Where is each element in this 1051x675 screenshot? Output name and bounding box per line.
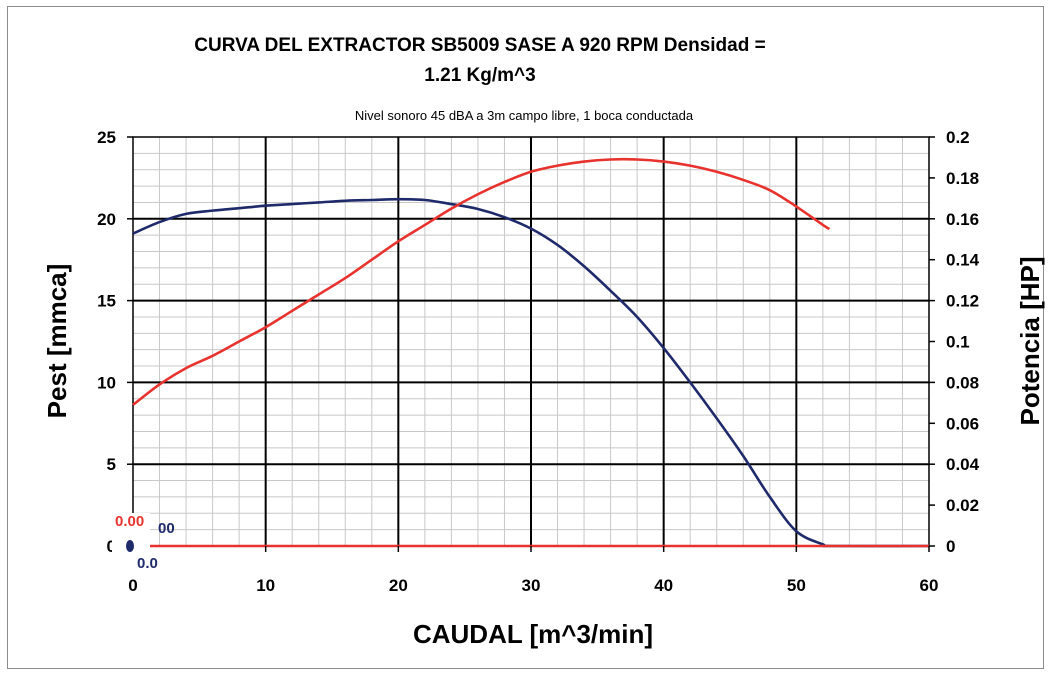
chart-title-line1: CURVA DEL EXTRACTOR SB5009 SASE A 920 RP… [194,35,765,56]
y2-tick-label: 0 [946,537,955,556]
series-line-1 [132,157,831,406]
marker-label-box [112,513,150,563]
x-tick-label: 30 [522,576,541,595]
y2-tick-label: 0.02 [946,496,979,515]
y2-tick-label: 0.12 [946,292,979,311]
y2-tick-label: 0.06 [946,414,979,433]
y-tick-labels: 0 5 10 15 20 25 [97,128,133,556]
y-tick-label: 5 [107,455,116,474]
chart-subtitle: Nivel sonoro 45 dBA a 3m campo libre, 1 … [355,108,694,123]
y2-tick-label: 0.2 [946,128,970,147]
y2-tick-label: 0.16 [946,210,979,229]
y-axis-title: Pest [mmca] [42,264,72,419]
x-tick-label: 20 [389,576,408,595]
y2-tick-label: 0.18 [946,169,979,188]
marker-label-blue-bottom: 0.0 [137,555,158,572]
x-tick-labels: 0 10 20 30 40 50 60 [128,546,938,595]
y2-axis-title: Potencia [HP] [1015,256,1045,425]
x-tick-label: 60 [920,576,939,595]
y2-tick-labels: 0 0.02 0.04 0.06 0.08 0.1 0.12 0.14 0.16 0.18 0.2 [929,128,980,556]
x-tick-label: 50 [787,576,806,595]
y2-tick-label: 0.04 [946,455,980,474]
y-tick-label: 25 [97,128,116,147]
y2-tick-label: 0.14 [946,251,980,270]
origin-marker [126,540,134,552]
chart-title-line2: 1.21 Kg/m^3 [424,65,535,86]
x-tick-label: 0 [128,576,137,595]
marker-label-red: 0.00 [115,513,144,530]
series-line-0 [132,197,930,548]
marker-label-blue-top: 00 [158,520,175,537]
y-tick-label: 10 [97,373,116,392]
y2-tick-label: 0.1 [946,333,970,352]
y-tick-label: 20 [97,210,116,229]
x-tick-label: 10 [256,576,275,595]
x-tick-label: 40 [654,576,673,595]
major-grid [133,137,929,546]
y2-tick-label: 0.08 [946,373,979,392]
y-tick-label: 15 [97,292,116,311]
y-tick-label: 0 [107,537,116,556]
x-axis-title: CAUDAL [m^3/min] [413,619,653,649]
